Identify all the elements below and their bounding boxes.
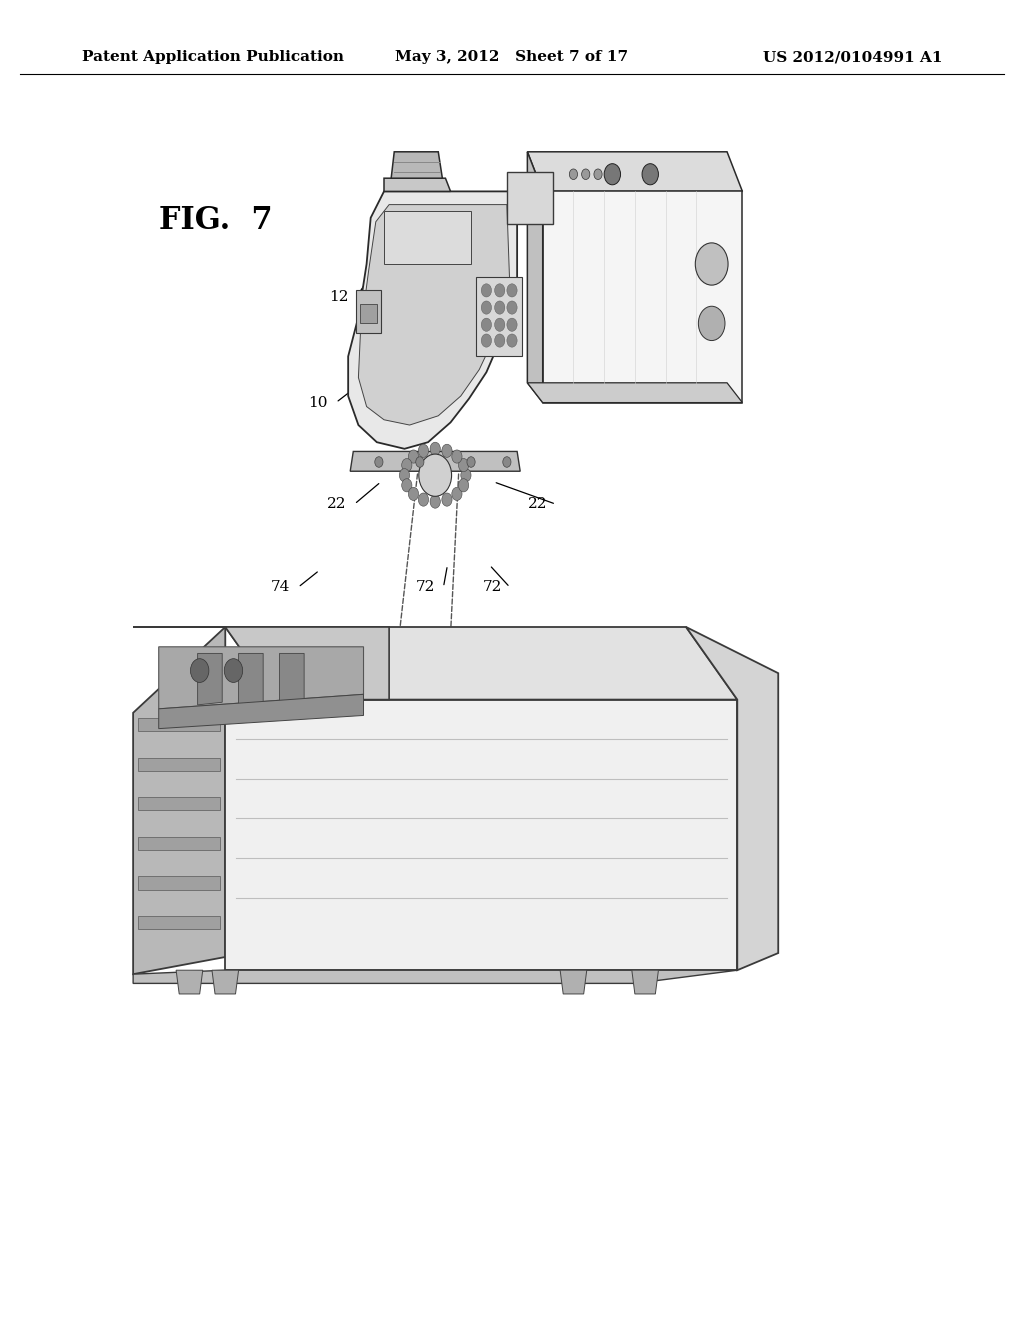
Polygon shape [225,627,737,700]
Polygon shape [350,451,520,471]
Circle shape [399,469,410,482]
Circle shape [604,164,621,185]
Polygon shape [356,290,381,333]
Circle shape [461,469,471,482]
Polygon shape [686,627,778,970]
Polygon shape [384,211,471,264]
Polygon shape [360,304,377,323]
Polygon shape [133,970,737,983]
Polygon shape [384,178,451,191]
Polygon shape [527,152,543,403]
Circle shape [452,450,462,463]
Text: 36: 36 [564,181,584,194]
Circle shape [419,445,429,458]
Polygon shape [560,970,587,994]
Circle shape [495,301,505,314]
Circle shape [481,318,492,331]
Circle shape [401,479,412,492]
Text: 12: 12 [329,290,348,304]
Polygon shape [348,191,517,449]
Text: 30: 30 [667,194,686,207]
Circle shape [459,479,469,492]
Circle shape [503,457,511,467]
Circle shape [409,487,419,500]
Circle shape [495,284,505,297]
Text: May 3, 2012   Sheet 7 of 17: May 3, 2012 Sheet 7 of 17 [395,50,629,65]
Circle shape [481,301,492,314]
Circle shape [459,458,469,471]
Polygon shape [159,647,364,709]
Circle shape [224,659,243,682]
Circle shape [190,659,209,682]
Circle shape [698,306,725,341]
Circle shape [507,334,517,347]
Polygon shape [212,970,239,994]
Polygon shape [138,718,220,731]
Circle shape [507,318,517,331]
Polygon shape [225,700,737,970]
Circle shape [401,458,412,471]
Text: US 2012/0104991 A1: US 2012/0104991 A1 [763,50,942,65]
Polygon shape [133,627,389,700]
Polygon shape [138,797,220,810]
Text: 22: 22 [528,498,548,511]
Text: Patent Application Publication: Patent Application Publication [82,50,344,65]
Circle shape [507,284,517,297]
Polygon shape [138,758,220,771]
Circle shape [569,169,578,180]
Polygon shape [138,837,220,850]
Circle shape [430,495,440,508]
Circle shape [467,457,475,467]
Text: 74: 74 [270,581,290,594]
Polygon shape [527,383,742,403]
Circle shape [441,492,452,506]
Circle shape [495,318,505,331]
Circle shape [695,243,728,285]
Circle shape [416,457,424,467]
Polygon shape [239,653,263,705]
Circle shape [452,487,462,500]
Text: 72: 72 [416,581,435,594]
Circle shape [582,169,590,180]
Text: 36: 36 [622,181,641,194]
Text: 32: 32 [501,215,520,228]
Circle shape [419,492,429,506]
Circle shape [441,445,452,458]
Polygon shape [391,152,442,178]
Text: FIG.  7: FIG. 7 [159,205,272,235]
Text: 70: 70 [605,696,625,709]
Circle shape [430,442,440,455]
Circle shape [594,169,602,180]
Circle shape [481,284,492,297]
Text: 10: 10 [308,396,328,409]
Text: 72: 72 [482,581,502,594]
Text: 22: 22 [327,498,346,511]
Polygon shape [138,876,220,890]
Polygon shape [280,653,304,705]
Polygon shape [176,970,203,994]
Circle shape [507,301,517,314]
Polygon shape [159,694,364,729]
Polygon shape [138,916,220,929]
Circle shape [419,454,452,496]
Polygon shape [543,191,742,403]
Circle shape [642,164,658,185]
Circle shape [409,450,419,463]
Circle shape [481,334,492,347]
Polygon shape [133,627,225,974]
Polygon shape [632,970,658,994]
Polygon shape [507,172,553,224]
Polygon shape [476,277,522,356]
Circle shape [375,457,383,467]
Circle shape [495,334,505,347]
Polygon shape [198,653,222,705]
Text: 14: 14 [455,290,474,304]
Polygon shape [358,205,510,425]
Polygon shape [527,152,742,191]
